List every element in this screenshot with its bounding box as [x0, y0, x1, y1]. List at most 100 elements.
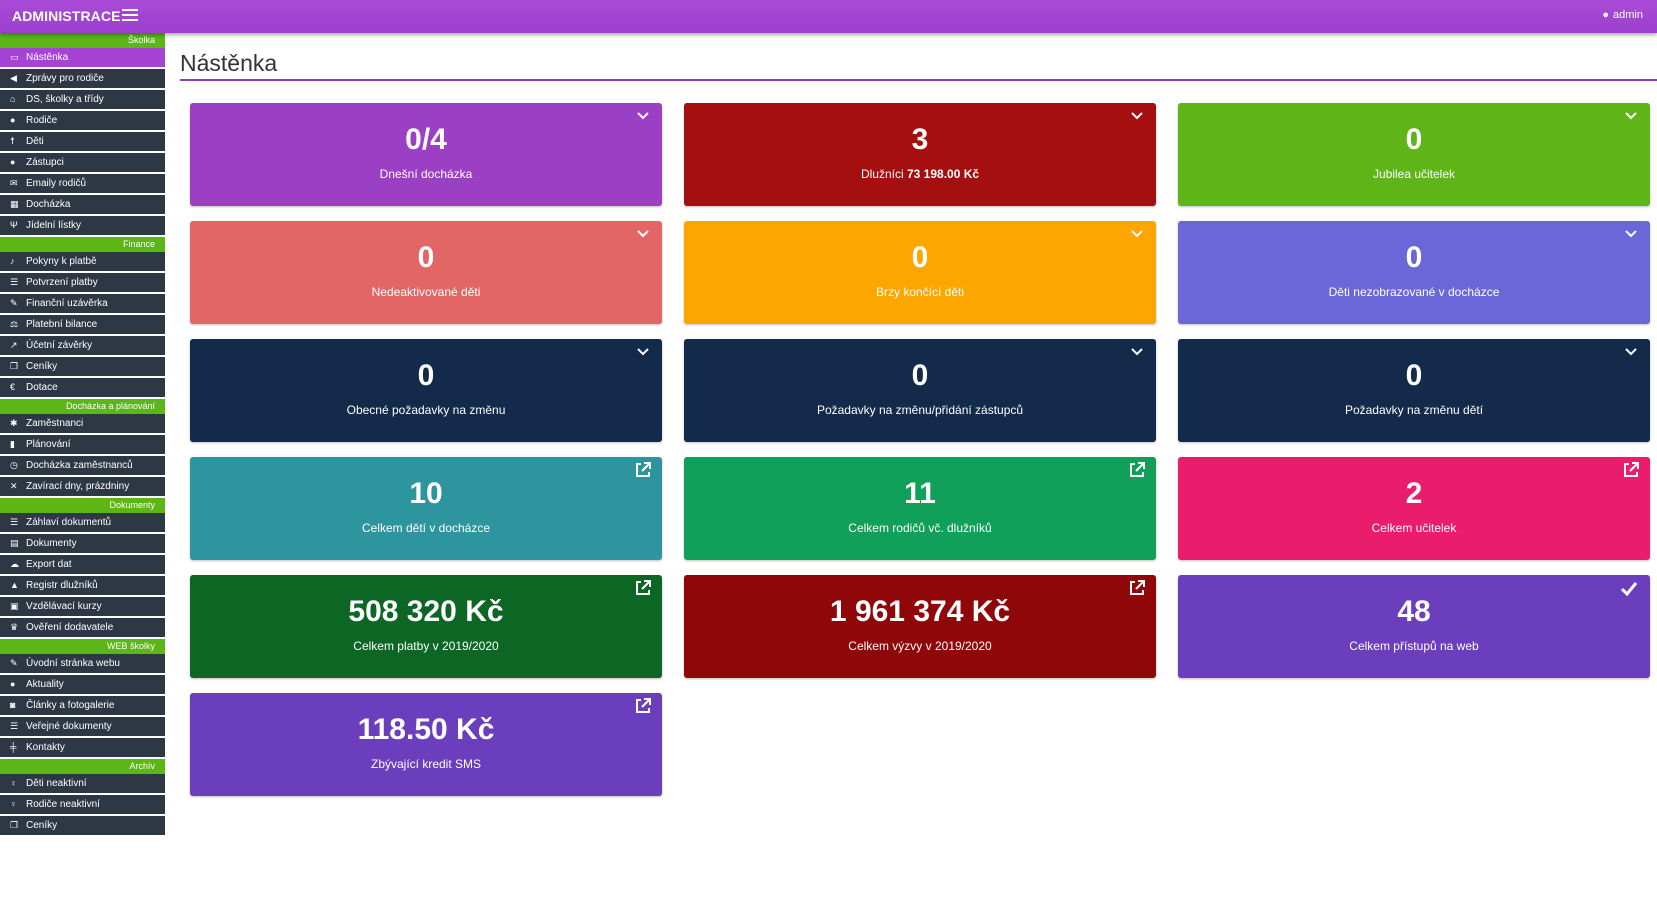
sidebar-item-label: Rodiče neaktivní: [26, 799, 100, 810]
copy-icon: ❐: [10, 820, 19, 830]
sidebar-item-kontakty[interactable]: ╪ Kontakty: [0, 738, 165, 757]
sidebar-item-ceniky[interactable]: ❐ Ceníky: [0, 816, 165, 835]
sidebar-item-zahlavi-dokumentu[interactable]: ☰ Záhlaví dokumentů: [0, 513, 165, 532]
title-divider: [180, 79, 1657, 81]
sidebar-item-label: DS, školky a třídy: [26, 94, 104, 105]
stat-card-celkem-rodicu-vc-dluzniku[interactable]: 11 Celkem rodičů vč. dlužníků: [684, 457, 1156, 560]
sidebar-item-label: Záhlaví dokumentů: [26, 517, 112, 528]
stat-card-celkem-deti-v-dochazce[interactable]: 10 Celkem dětí v docházce: [190, 457, 662, 560]
stat-card-deti-nezobrazovane-v-dochazce[interactable]: 0 Děti nezobrazované v docházce: [1178, 221, 1650, 324]
stat-card-celkem-pristupu-na-web[interactable]: 48 Celkem přístupů na web: [1178, 575, 1650, 678]
close-icon: ✕: [10, 481, 18, 491]
user-menu[interactable]: ● admin: [1602, 9, 1643, 21]
female-icon: ♀: [10, 799, 17, 809]
sidebar-item-ceniky[interactable]: ❐ Ceníky: [0, 357, 165, 376]
balance-scale-icon: ⚖: [10, 319, 19, 329]
stat-card-nedeaktivovane-deti[interactable]: 0 Nedeaktivované děti: [190, 221, 662, 324]
sidebar-item-nastenka[interactable]: ▭ Nástěnka: [0, 48, 165, 67]
external-link-icon[interactable]: [634, 461, 652, 479]
external-link-icon[interactable]: [1128, 461, 1146, 479]
sidebar-item-zamestnanci[interactable]: ✱ Zaměstnanci: [0, 414, 165, 433]
stat-label-text: Děti nezobrazované v docházce: [1328, 285, 1500, 299]
chevron-down-icon[interactable]: [636, 345, 650, 359]
external-link-icon[interactable]: [1128, 579, 1146, 597]
stat-label-text: Dlužníci: [860, 167, 904, 181]
sidebar-item-aktuality[interactable]: ● Aktuality: [0, 675, 165, 694]
user-icon: ●: [10, 115, 16, 125]
stat-label-text: Celkem dětí v docházce: [361, 521, 491, 535]
stat-value: 3: [911, 123, 929, 156]
stat-value: 1 961 374 Kč: [829, 595, 1011, 628]
chevron-down-icon[interactable]: [636, 227, 650, 241]
chevron-down-icon[interactable]: [1624, 109, 1638, 123]
stat-card-pozadavky-na-zmenu-pridani-zastupcu[interactable]: 0 Požadavky na změnu/přidání zástupců: [684, 339, 1156, 442]
sidebar-item-rodice[interactable]: ● Rodiče: [0, 111, 165, 130]
chevron-down-icon[interactable]: [1624, 227, 1638, 241]
cutlery-icon: Ψ: [10, 220, 18, 230]
sidebar-item-clanky-a-fotogalerie[interactable]: ◙ Články a fotogalerie: [0, 696, 165, 715]
stat-card-celkem-vyzvy-v-2019-2020[interactable]: 1 961 374 Kč Celkem výzvy v 2019/2020: [684, 575, 1156, 678]
sidebar-item-verejne-dokumenty[interactable]: ☰ Veřejné dokumenty: [0, 717, 165, 736]
chevron-down-icon[interactable]: [636, 109, 650, 123]
sidebar-item-pokyny-k-platbe[interactable]: ♪ Pokyny k platbě: [0, 252, 165, 271]
chevron-down-icon[interactable]: [1624, 345, 1638, 359]
stat-card-dnesni-dochazka[interactable]: 0/4 Dnešní docházka: [190, 103, 662, 206]
external-link-icon[interactable]: [634, 697, 652, 715]
stat-card-dluznici[interactable]: 3 Dlužníci 73 198.00 Kč: [684, 103, 1156, 206]
stat-card-obecne-pozadavky-na-zmenu[interactable]: 0 Obecné požadavky na změnu: [190, 339, 662, 442]
chevron-down-icon[interactable]: [1130, 109, 1144, 123]
stat-value: 0/4: [405, 123, 447, 156]
sidebar-item-dotace[interactable]: € Dotace: [0, 378, 165, 397]
sidebar-item-deti[interactable]: ☨ Děti: [0, 132, 165, 151]
stat-card-brzy-koncici-deti[interactable]: 0 Brzy končící děti: [684, 221, 1156, 324]
check-icon[interactable]: [1620, 580, 1638, 598]
sidebar-item-registr-dluzniku[interactable]: ▲ Registr dlužníků: [0, 576, 165, 595]
stat-card-pozadavky-na-zmenu-deti[interactable]: 0 Požadavky na změnu dětí: [1178, 339, 1650, 442]
sidebar-item-uvodni-stranka-webu[interactable]: ✎ Úvodní stránka webu: [0, 654, 165, 673]
sidebar-item-label: Registr dlužníků: [26, 580, 98, 591]
stat-label: Požadavky na změnu/přidání zástupců: [684, 403, 1156, 417]
stat-value: 0: [911, 359, 929, 392]
sidebar-item-label: Články a fotogalerie: [26, 700, 115, 711]
sidebar-item-rodice-neaktivni[interactable]: ♀ Rodiče neaktivní: [0, 795, 165, 814]
sidebar-item-zastupci[interactable]: ● Zástupci: [0, 153, 165, 172]
sidebar-item-planovani[interactable]: ▮ Plánování: [0, 435, 165, 454]
sidebar-item-zpravy-pro-rodice[interactable]: ◀ Zprávy pro rodiče: [0, 69, 165, 88]
stat-label: Nedeaktivované děti: [190, 285, 662, 299]
external-link-icon[interactable]: [634, 579, 652, 597]
sidebar-item-ucetni-zaverky[interactable]: ↗ Účetní závěrky: [0, 336, 165, 355]
sidebar-item-dokumenty[interactable]: ▤ Dokumenty: [0, 534, 165, 553]
sidebar-item-potvrzeni-platby[interactable]: ☰ Potvrzení platby: [0, 273, 165, 292]
sidebar-item-zaviraci-dny-prazdniny[interactable]: ✕ Zavírací dny, prázdniny: [0, 477, 165, 496]
sidebar-item-ds-skolky-a-tridy[interactable]: ⌂ DS, školky a třídy: [0, 90, 165, 109]
user-icon: ●: [10, 157, 16, 167]
sidebar-item-overeni-dodavatele[interactable]: ♛ Ověření dodavatele: [0, 618, 165, 637]
stat-card-celkem-ucitelek[interactable]: 2 Celkem učitelek: [1178, 457, 1650, 560]
sidebar-item-export-dat[interactable]: ☁ Export dat: [0, 555, 165, 574]
stat-label: Celkem učitelek: [1178, 521, 1650, 535]
sidebar-item-financni-uzaverka[interactable]: ✎ Finanční uzávěrka: [0, 294, 165, 313]
sidebar-item-deti-neaktivni[interactable]: ♀ Děti neaktivní: [0, 774, 165, 793]
stat-label: Zbývající kredit SMS: [190, 757, 662, 771]
sidebar-item-dochazka-zamestnancu[interactable]: ◷ Docházka zaměstnanců: [0, 456, 165, 475]
sidebar-item-vzdelavaci-kurzy[interactable]: ▣ Vzdělávací kurzy: [0, 597, 165, 616]
stat-value: 48: [1397, 595, 1431, 628]
hamburger-menu-icon[interactable]: [122, 6, 138, 24]
sidebar-item-emaily-rodicu[interactable]: ✉ Emaily rodičů: [0, 174, 165, 193]
stat-label-text: Celkem přístupů na web: [1349, 639, 1479, 653]
sidebar-item-label: Jídelní lístky: [26, 220, 82, 231]
sidebar-item-label: Plánování: [26, 439, 71, 450]
stat-card-celkem-platby-v-2019-2020[interactable]: 508 320 Kč Celkem platby v 2019/2020: [190, 575, 662, 678]
chevron-down-icon[interactable]: [1130, 227, 1144, 241]
brand-title[interactable]: ADMINISTRACE: [12, 8, 121, 24]
external-link-icon[interactable]: [1622, 461, 1640, 479]
stat-value: 10: [409, 477, 443, 510]
stat-card-zbyvajici-kredit-sms[interactable]: 118.50 Kč Zbývající kredit SMS: [190, 693, 662, 796]
stat-label: Požadavky na změnu dětí: [1178, 403, 1650, 417]
sidebar-item-platebni-bilance[interactable]: ⚖ Platební bilance: [0, 315, 165, 334]
sidebar-item-jidelni-listky[interactable]: Ψ Jídelní lístky: [0, 216, 165, 235]
sidebar-item-dochazka[interactable]: ▦ Docházka: [0, 195, 165, 214]
chevron-down-icon[interactable]: [1130, 345, 1144, 359]
stat-card-jubilea-ucitelek[interactable]: 0 Jubilea učitelek: [1178, 103, 1650, 206]
list-icon: ☰: [10, 721, 19, 731]
